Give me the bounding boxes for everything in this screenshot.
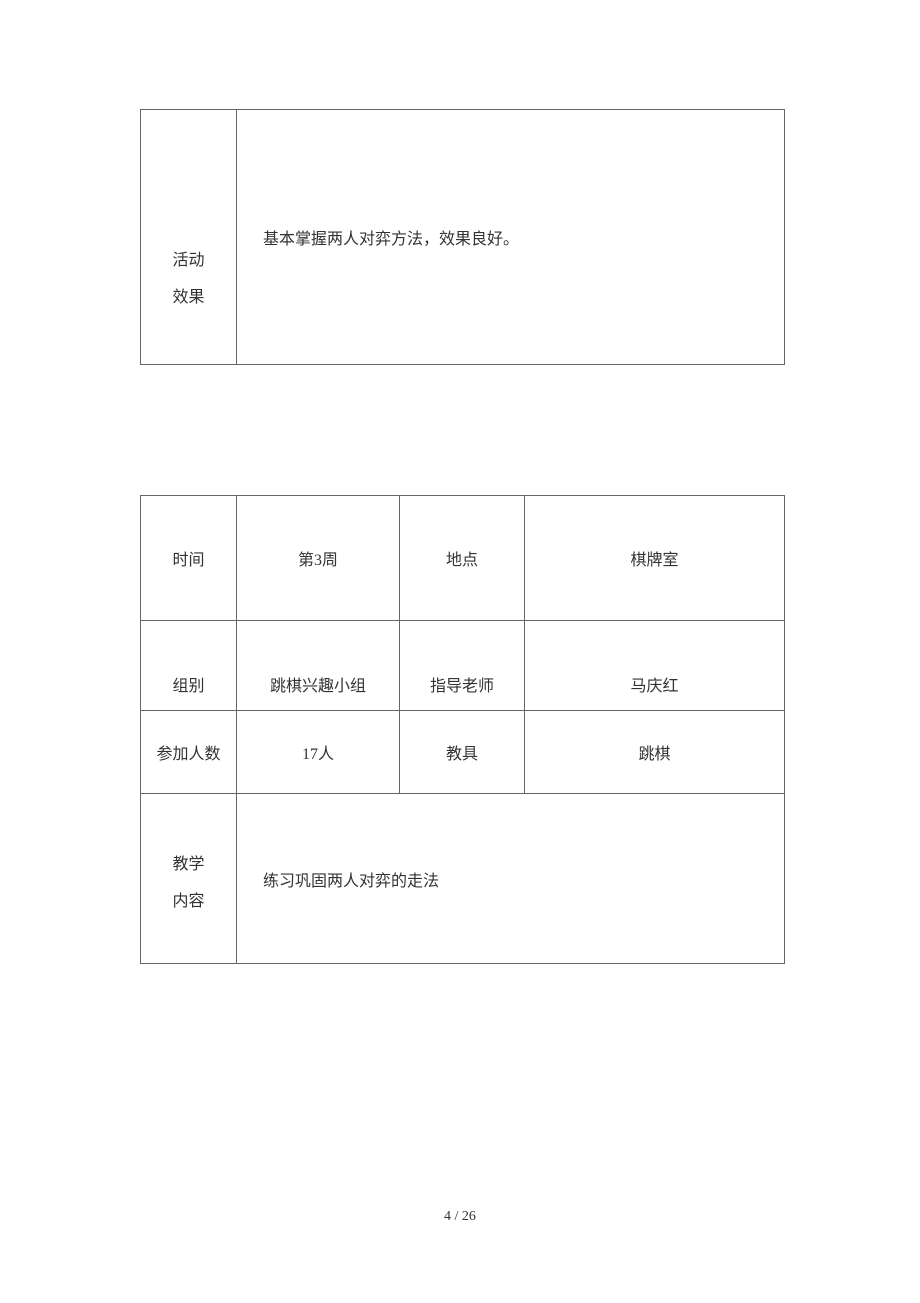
table-row: 参加人数 17人 教具 跳棋: [141, 711, 785, 794]
location-label-cell: 地点: [400, 496, 525, 621]
group-value-cell: 跳棋兴趣小组: [237, 621, 400, 711]
table-row: 组别 跳棋兴趣小组 指导老师 马庆红: [141, 621, 785, 711]
group-label-cell: 组别: [141, 621, 237, 711]
teacher-value-cell: 马庆红: [525, 621, 785, 711]
teaching-content-value-cell: 练习巩固两人对弈的走法: [237, 794, 785, 964]
equipment-label-cell: 教具: [400, 711, 525, 794]
label-line-1: 活动: [141, 243, 236, 280]
activity-effect-label-cell: 活动 效果: [141, 110, 237, 365]
attendance-label-cell: 参加人数: [141, 711, 237, 794]
equipment-label: 教具: [446, 746, 478, 763]
label-line-2: 效果: [141, 280, 236, 317]
page-footer: 4 / 26: [0, 1209, 920, 1225]
group-value: 跳棋兴趣小组: [270, 678, 366, 695]
time-label: 时间: [172, 552, 204, 569]
time-value-cell: 第3周: [237, 496, 400, 621]
lesson-info-table: 时间 第3周 地点 棋牌室 组别 跳棋兴趣小组 指导老师 马庆红: [140, 495, 785, 964]
equipment-value-cell: 跳棋: [525, 711, 785, 794]
time-value: 第3周: [298, 552, 338, 569]
table-row: 活动 效果 基本掌握两人对弈方法，效果良好。: [141, 110, 785, 365]
location-value: 棋牌室: [630, 552, 678, 569]
activity-effect-table: 活动 效果 基本掌握两人对弈方法，效果良好。: [140, 109, 785, 365]
location-label: 地点: [446, 552, 478, 569]
group-label: 组别: [172, 678, 204, 695]
label-line-2: 内容: [141, 884, 236, 921]
attendance-value-cell: 17人: [237, 711, 400, 794]
page-content: 活动 效果 基本掌握两人对弈方法，效果良好。 时间 第3周 地点 棋牌室: [0, 0, 920, 964]
time-label-cell: 时间: [141, 496, 237, 621]
page-indicator: 4 / 26: [444, 1209, 476, 1224]
label-line-1: 教学: [141, 847, 236, 884]
table-row: 时间 第3周 地点 棋牌室: [141, 496, 785, 621]
equipment-value: 跳棋: [638, 746, 670, 763]
teacher-label-cell: 指导老师: [400, 621, 525, 711]
activity-effect-text: 基本掌握两人对弈方法，效果良好。: [263, 231, 519, 248]
teacher-value: 马庆红: [630, 678, 678, 695]
teacher-label: 指导老师: [430, 678, 494, 695]
attendance-value: 17人: [302, 746, 334, 763]
table-row: 教学 内容 练习巩固两人对弈的走法: [141, 794, 785, 964]
teaching-content-text: 练习巩固两人对弈的走法: [263, 873, 439, 890]
location-value-cell: 棋牌室: [525, 496, 785, 621]
teaching-content-label-cell: 教学 内容: [141, 794, 237, 964]
activity-effect-content-cell: 基本掌握两人对弈方法，效果良好。: [237, 110, 785, 365]
attendance-label: 参加人数: [156, 746, 220, 763]
